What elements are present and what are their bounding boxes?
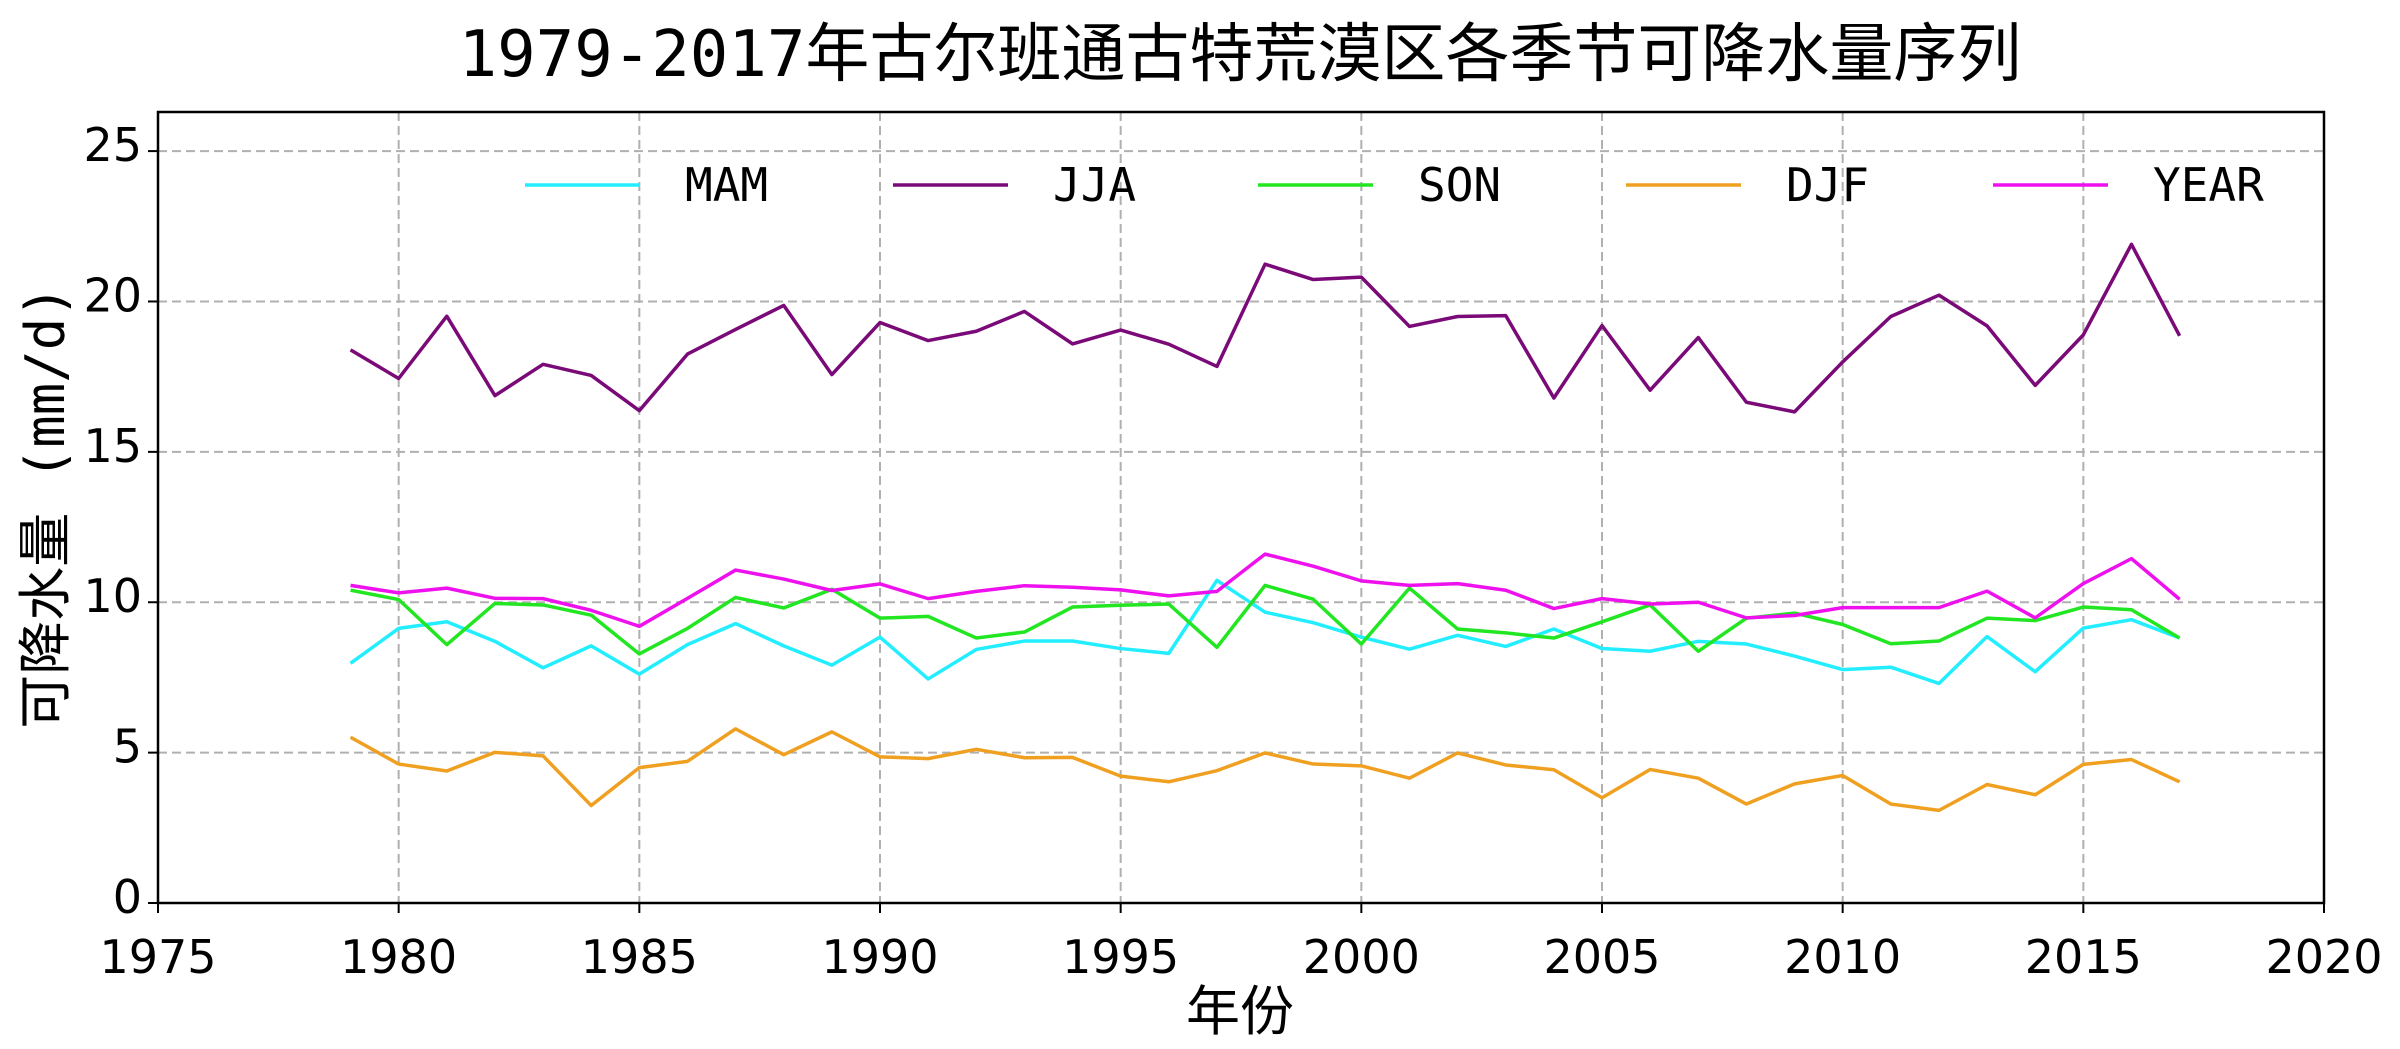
y-axis-label: 可降水量 (mm/d): [14, 285, 77, 729]
x-tick-label: 1985: [581, 930, 698, 984]
series-line-djf: [349, 727, 2181, 813]
legend-label-jja: JJA: [1053, 158, 1136, 212]
x-axis-ticks: 1975 1980 1985 1990 1995 2000 2005 2010 2015 2020: [99, 903, 2383, 984]
y-axis-ticks: 0 5 10 15 20 25: [83, 118, 158, 924]
legend-label-mam: MAM: [685, 158, 768, 212]
grid-lines: [158, 112, 2324, 903]
series-line-year: [350, 552, 2181, 629]
x-tick-label: 2000: [1303, 930, 1420, 984]
series-line-jja: [349, 242, 2182, 414]
legend-label-son: SON: [1418, 158, 1501, 212]
y-tick-label: 25: [83, 118, 142, 172]
y-tick-label: 5: [113, 720, 142, 774]
plot-frame: [156, 110, 2326, 905]
x-tick-label: 1980: [340, 930, 457, 984]
x-tick-label: 2010: [1784, 930, 1901, 984]
y-tick-label: 10: [83, 569, 142, 623]
y-tick-label: 0: [113, 870, 142, 924]
x-tick-label: 1995: [1062, 930, 1179, 984]
chart-title: 1979-2017年古尔班通古特荒漠区各季节可降水量序列: [459, 18, 2022, 92]
series-line-mam: [349, 578, 2181, 686]
y-tick-label: 15: [83, 419, 142, 473]
y-tick-label: 20: [83, 268, 142, 322]
legend-label-year: YEAR: [2153, 158, 2264, 212]
x-tick-label: 1990: [821, 930, 938, 984]
legend-label-djf: DJF: [1786, 158, 1869, 212]
x-tick-label: 2020: [2265, 930, 2382, 984]
x-tick-label: 2005: [1543, 930, 1660, 984]
legend: MAM JJA SON DJF YEAR: [525, 158, 2264, 212]
x-tick-label: 2015: [2025, 930, 2142, 984]
x-axis-label: 年份: [1186, 980, 1294, 1043]
series-lines: [349, 242, 2182, 813]
x-tick-label: 1975: [99, 930, 216, 984]
